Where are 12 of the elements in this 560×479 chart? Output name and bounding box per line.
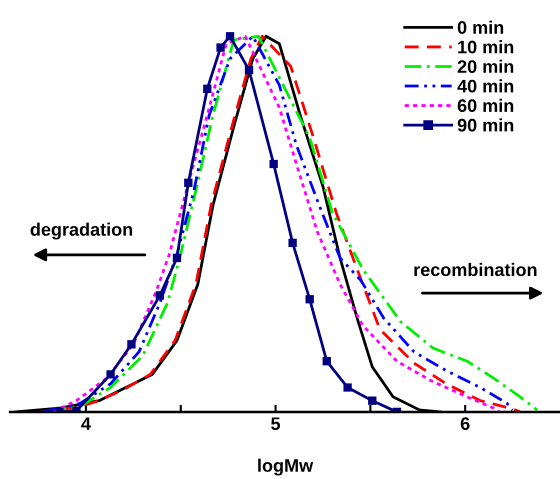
legend-label: 90 min	[458, 118, 514, 132]
legend-label: 20 min	[458, 60, 514, 73]
annotation: degradation	[30, 222, 132, 240]
annotation: recombination	[414, 262, 536, 276]
legend-label: 0 min	[458, 20, 504, 34]
legend-label: 10 min	[458, 40, 514, 54]
x-tick-label: 4	[81, 417, 91, 430]
legend-label: 40 min	[457, 79, 514, 93]
legend-label: 60 min	[458, 98, 514, 112]
x-tick-label: 5	[271, 417, 280, 430]
x-tick-label: 6	[460, 417, 470, 430]
x-axis-title: logMw	[258, 458, 314, 476]
